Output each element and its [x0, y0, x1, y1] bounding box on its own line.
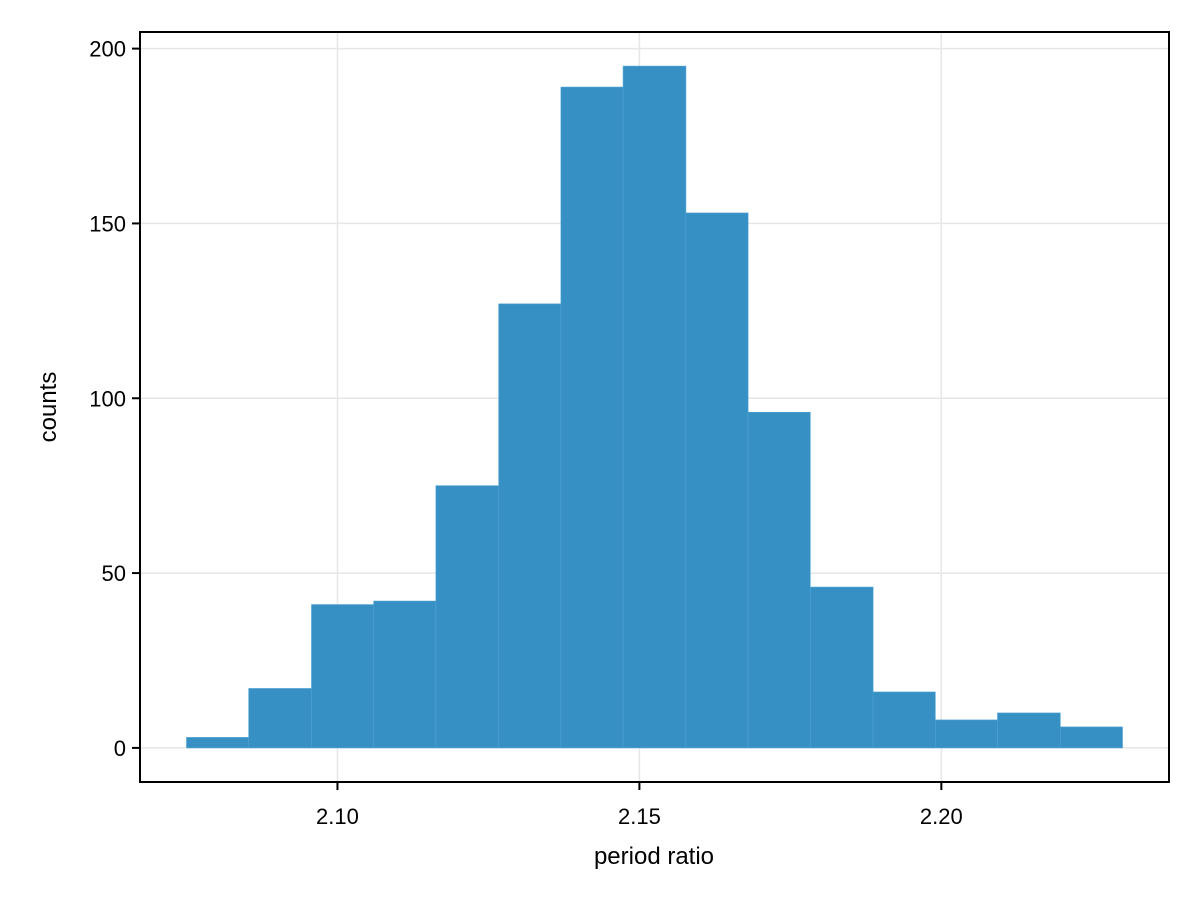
y-tick-label: 50 — [102, 561, 126, 586]
x-tick-label: 2.10 — [316, 804, 359, 829]
histogram-bar — [997, 712, 1061, 749]
plot-frame — [139, 31, 1170, 783]
histogram-bar — [747, 411, 811, 749]
histogram-bar — [186, 737, 249, 749]
histogram-bar — [685, 212, 749, 749]
histogram-bars — [186, 65, 1123, 749]
histogram-bar — [1060, 726, 1123, 749]
histogram-bar — [311, 604, 374, 749]
x-axis-label: period ratio — [594, 843, 714, 870]
histogram-bar — [498, 303, 562, 749]
histogram-bar — [435, 485, 500, 749]
y-tick-label: 100 — [89, 386, 126, 411]
histogram-bar — [872, 691, 936, 749]
histogram-bar — [622, 65, 687, 749]
histogram-bar — [935, 719, 998, 749]
y-tick-label: 0 — [114, 736, 126, 761]
x-tick-label: 2.20 — [920, 804, 963, 829]
y-tick-label: 150 — [89, 211, 126, 236]
histogram-bar — [248, 688, 312, 749]
y-axis-label: counts — [35, 372, 62, 443]
histogram-bar — [809, 586, 874, 749]
histogram-bar — [373, 600, 437, 749]
histogram-bar — [560, 86, 624, 749]
y-tick-label: 200 — [89, 37, 126, 62]
x-tick-label: 2.15 — [618, 804, 661, 829]
axis-ticks: 2.10 2.15 2.20 0 50 100 150 200 — [89, 37, 962, 829]
